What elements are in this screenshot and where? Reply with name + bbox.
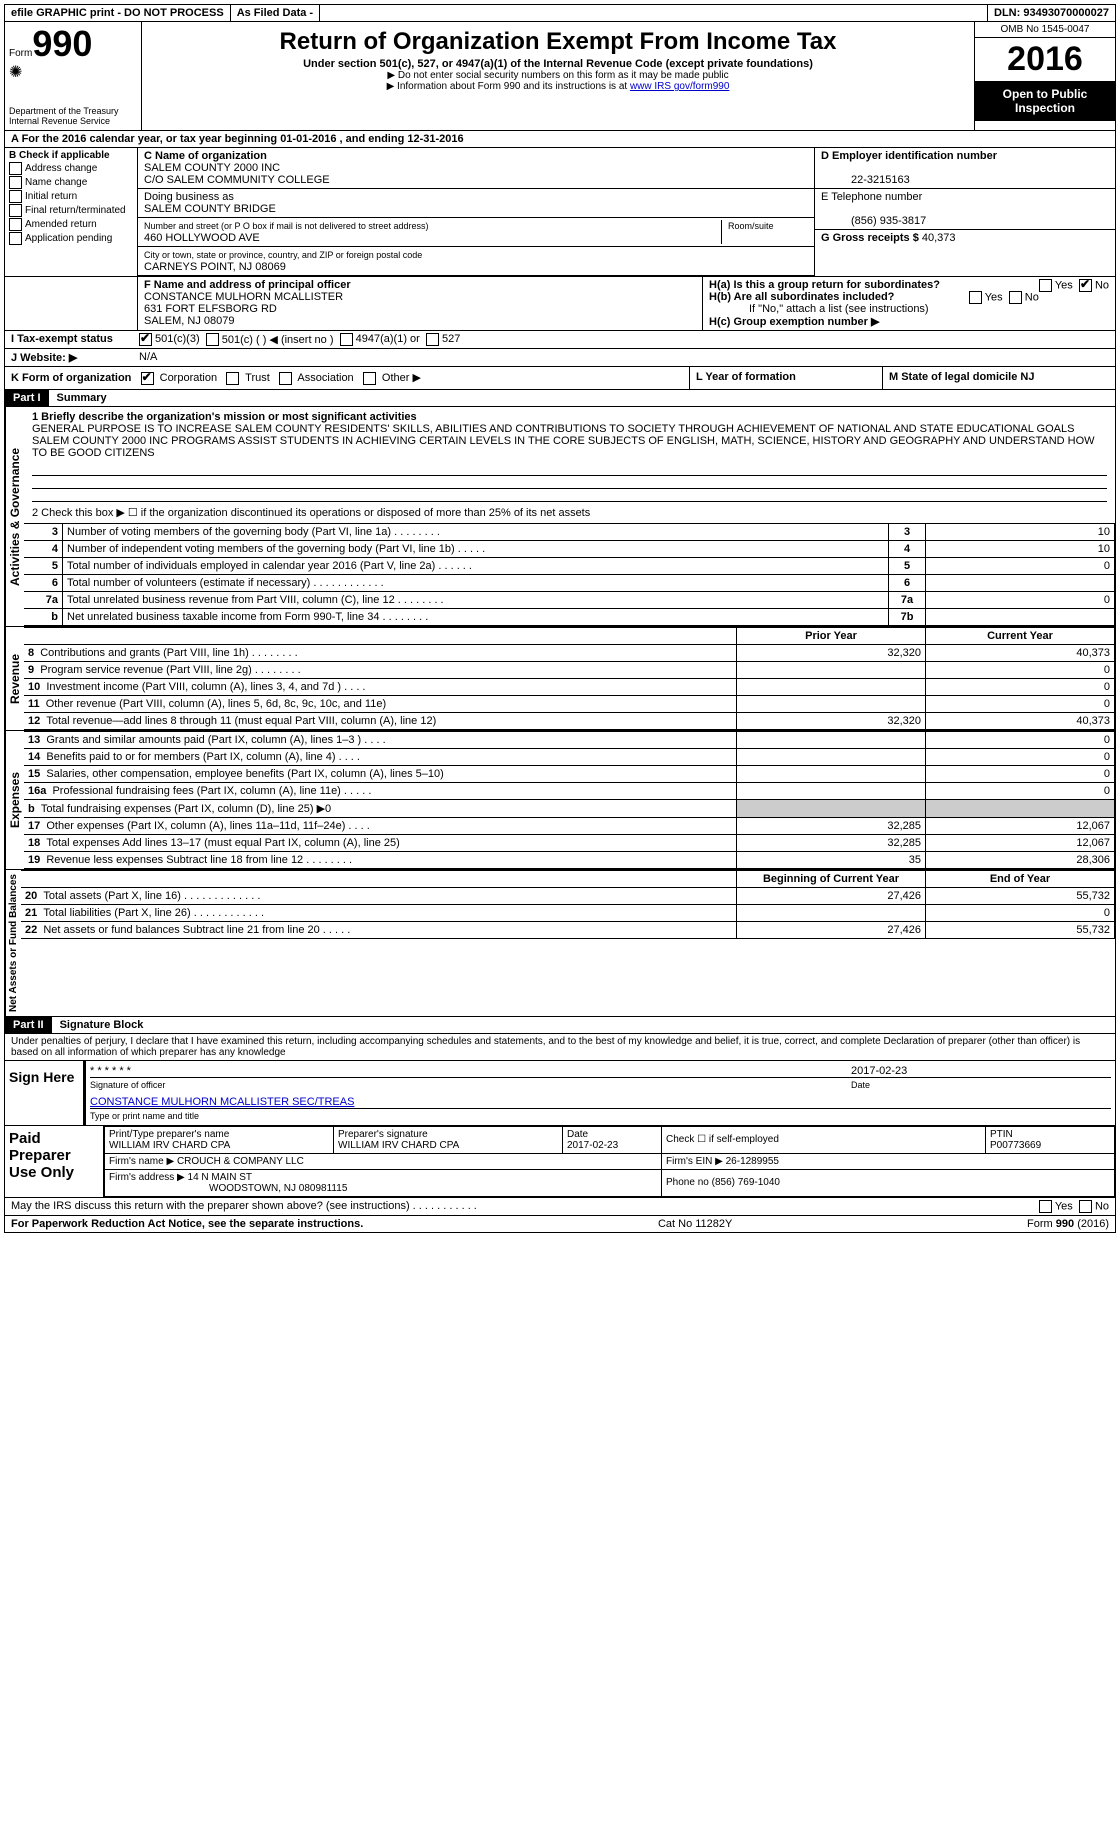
date-label: Date	[851, 1080, 1111, 1090]
chk-527[interactable]	[426, 333, 439, 346]
firm-ein: 26-1289955	[726, 1156, 779, 1167]
paid-preparer-label: Paid Preparer Use Only	[5, 1126, 103, 1197]
netassets-table: Beginning of Current YearEnd of Year 20 …	[21, 870, 1115, 939]
public-inspection: Open to Public Inspection	[975, 81, 1115, 121]
officer-label: Type or print name and title	[90, 1111, 1111, 1121]
chk-501c[interactable]	[206, 333, 219, 346]
form-word: Form	[9, 48, 32, 59]
part1-revenue: Revenue Prior YearCurrent Year 8 Contrib…	[4, 627, 1116, 731]
chk-501c3[interactable]	[139, 333, 152, 346]
chk-amended[interactable]: Amended return	[9, 218, 133, 231]
section-c-name: C Name of organization SALEM COUNTY 2000…	[138, 148, 814, 189]
chk-application-pending[interactable]: Application pending	[9, 232, 133, 245]
expenses-table: 13 Grants and similar amounts paid (Part…	[24, 731, 1115, 869]
row-m: M State of legal domicile NJ	[882, 367, 1115, 389]
section-c-city: City or town, state or province, country…	[138, 247, 814, 276]
chk-association[interactable]	[279, 372, 292, 385]
chk-corporation[interactable]	[141, 372, 154, 385]
row-j: J Website: ▶ N/A	[4, 349, 1116, 367]
officer-name-link[interactable]: CONSTANCE MULHORN MCALLISTER SEC/TREAS	[90, 1096, 354, 1108]
signature-label: Signature of officer	[90, 1080, 851, 1090]
side-label-netassets: Net Assets or Fund Balances	[5, 870, 21, 1016]
irs-link[interactable]: www IRS gov/form990	[630, 81, 729, 92]
signature-date: 2017-02-23	[851, 1065, 1111, 1077]
dln-label: DLN: 93493070000027	[988, 5, 1115, 21]
efile-label: efile GRAPHIC print - DO NOT PROCESS	[5, 5, 231, 21]
paid-preparer-block: Paid Preparer Use Only Print/Type prepar…	[4, 1126, 1116, 1198]
irs-discuss-row: May the IRS discuss this return with the…	[4, 1198, 1116, 1216]
chk-discuss-yes[interactable]	[1039, 1200, 1052, 1213]
part2-header: Part II Signature Block	[4, 1017, 1116, 1034]
form-number: 990	[32, 23, 92, 64]
chk-trust[interactable]	[226, 372, 239, 385]
section-d: D Employer identification number 22-3215…	[815, 148, 1115, 189]
section-c-street: Number and street (or P O box if mail is…	[138, 218, 814, 247]
section-g: G Gross receipts $ 40,373	[815, 230, 1115, 246]
preparer-date: 2017-02-23	[567, 1140, 618, 1151]
section-f: F Name and address of principal officer …	[138, 277, 702, 330]
side-label-expenses: Expenses	[5, 731, 24, 869]
self-employed-check[interactable]: Check ☐ if self-employed	[666, 1134, 779, 1145]
preparer-name: WILLIAM IRV CHARD CPA	[109, 1140, 230, 1151]
part1-netassets: Net Assets or Fund Balances Beginning of…	[4, 870, 1116, 1017]
governance-table: 3Number of voting members of the governi…	[24, 523, 1115, 626]
note-info: ▶ Information about Form 990 and its ins…	[150, 81, 966, 92]
row-klm: K Form of organization Corporation Trust…	[4, 367, 1116, 390]
omb-number: OMB No 1545-0047	[975, 22, 1115, 38]
side-label-governance: Activities & Governance	[5, 407, 24, 626]
preparer-signature: WILLIAM IRV CHARD CPA	[338, 1140, 459, 1151]
sign-here-block: Sign Here * * * * * * Signature of offic…	[4, 1061, 1116, 1126]
form-header: Form990 ✺ Department of the Treasury Int…	[4, 22, 1116, 131]
dept-label: Department of the Treasury Internal Reve…	[9, 106, 137, 126]
side-label-revenue: Revenue	[5, 627, 24, 730]
q2-checkbox-line: 2 Check this box ▶ ☐ if the organization…	[24, 502, 1115, 523]
section-e: E Telephone number (856) 935-3817	[815, 189, 1115, 230]
note-ssn: ▶ Do not enter social security numbers o…	[150, 70, 966, 81]
form-subtitle: Under section 501(c), 527, or 4947(a)(1)…	[150, 58, 966, 70]
footer-row: For Paperwork Reduction Act Notice, see …	[4, 1216, 1116, 1233]
section-b: B Check if applicable Address change Nam…	[5, 148, 138, 276]
revenue-table: Prior YearCurrent Year 8 Contributions a…	[24, 627, 1115, 730]
section-c-dba: Doing business as SALEM COUNTY BRIDGE	[138, 189, 814, 218]
chk-other[interactable]	[363, 372, 376, 385]
form-title: Return of Organization Exempt From Incom…	[150, 28, 966, 56]
tax-year: 2016	[975, 38, 1115, 81]
chk-4947[interactable]	[340, 333, 353, 346]
top-bar: efile GRAPHIC print - DO NOT PROCESS As …	[4, 4, 1116, 22]
part1-expenses: Expenses 13 Grants and similar amounts p…	[4, 731, 1116, 870]
chk-initial-return[interactable]: Initial return	[9, 190, 133, 203]
chk-name-change[interactable]: Name change	[9, 176, 133, 189]
asfiled-label: As Filed Data -	[231, 5, 320, 21]
section-b-title: B Check if applicable	[9, 150, 133, 161]
part1-governance: Activities & Governance 1 Briefly descri…	[4, 407, 1116, 627]
chk-discuss-no[interactable]	[1079, 1200, 1092, 1213]
firm-phone: (856) 769-1040	[712, 1177, 780, 1188]
row-i: I Tax-exempt status 501(c)(3) 501(c) ( )…	[4, 331, 1116, 349]
row-a-period: A For the 2016 calendar year, or tax yea…	[4, 131, 1116, 148]
section-f-h: F Name and address of principal officer …	[4, 276, 1116, 331]
part1-header: Part I Summary	[4, 390, 1116, 407]
firm-name: CROUCH & COMPANY LLC	[177, 1156, 304, 1167]
row-l: L Year of formation	[689, 367, 882, 389]
perjury-statement: Under penalties of perjury, I declare th…	[4, 1034, 1116, 1061]
entity-grid: B Check if applicable Address change Nam…	[4, 148, 1116, 276]
chk-address-change[interactable]: Address change	[9, 162, 133, 175]
mission-block: 1 Briefly describe the organization's mi…	[24, 407, 1115, 463]
chk-final-return[interactable]: Final return/terminated	[9, 204, 133, 217]
firm-address: 14 N MAIN ST	[188, 1172, 252, 1183]
ptin-value: P00773669	[990, 1140, 1041, 1151]
sign-here-label: Sign Here	[5, 1061, 83, 1125]
section-h: H(a) Is this a group return for subordin…	[702, 277, 1115, 330]
signature-placeholder: * * * * * *	[90, 1065, 851, 1077]
